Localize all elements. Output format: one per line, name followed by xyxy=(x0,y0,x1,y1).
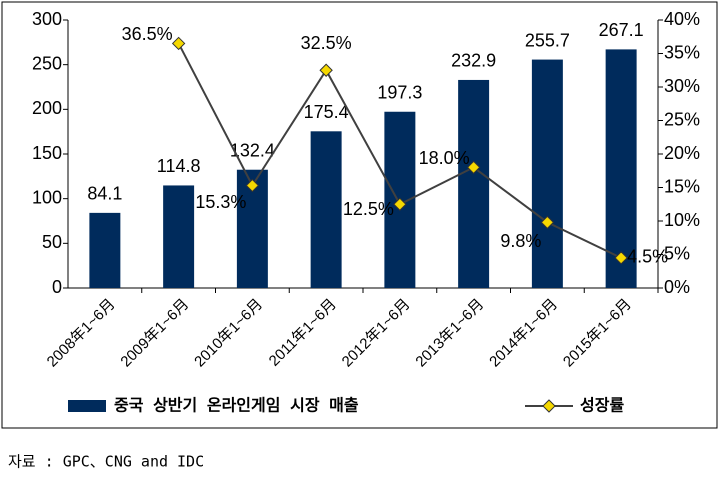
y2-tick-label: 35% xyxy=(664,42,700,62)
y-tick-label: 200 xyxy=(32,98,62,118)
bar-value-label: 132.4 xyxy=(230,140,275,160)
chart-frame xyxy=(1,1,718,429)
y2-tick-label: 25% xyxy=(664,109,700,129)
x-tick-label: 2015年1~6月 xyxy=(560,296,635,371)
bar-value-label: 197.3 xyxy=(377,82,422,102)
y-tick-label: 100 xyxy=(32,187,62,207)
line-value-label: 32.5% xyxy=(301,33,352,53)
y-tick-label: 250 xyxy=(32,53,62,73)
marker xyxy=(393,197,407,211)
bar-value-label: 84.1 xyxy=(87,184,122,204)
marker xyxy=(540,215,555,230)
bar-value-label: 267.1 xyxy=(599,20,644,40)
marker xyxy=(171,36,186,51)
bar-value-label: 114.8 xyxy=(157,156,201,176)
x-tick-label: 2008年1~6月 xyxy=(44,296,119,371)
bar xyxy=(163,185,195,288)
line-value-label: 36.5% xyxy=(122,24,173,44)
bar xyxy=(310,131,342,288)
source-note: 자료 : GPC、CNG and IDC xyxy=(8,453,204,471)
x-tick-label: 2010年1~6月 xyxy=(191,296,266,371)
y2-tick-label: 5% xyxy=(664,243,690,263)
y2-tick-label: 30% xyxy=(664,76,700,96)
legend-label: 중국 상반기 온라인게임 시장 매출 xyxy=(114,396,359,415)
y2-tick-label: 20% xyxy=(664,143,700,163)
y-tick-label: 0 xyxy=(52,277,62,297)
bar xyxy=(458,79,490,289)
x-tick-label: 2014年1~6月 xyxy=(486,296,561,371)
line-value-label: 9.8% xyxy=(500,231,541,251)
marker xyxy=(319,63,333,77)
x-tick-label: 2013年1~6月 xyxy=(412,296,487,371)
marker xyxy=(245,178,260,193)
x-tick-label: 2011年1~6月 xyxy=(266,296,340,370)
line-value-label: 18.0% xyxy=(419,148,470,168)
legend-marker xyxy=(542,399,556,413)
y2-tick-label: 0% xyxy=(664,277,690,297)
x-tick-label: 2009年1~6月 xyxy=(117,296,192,371)
legend-swatch xyxy=(68,400,106,412)
y2-tick-label: 15% xyxy=(664,176,700,196)
line-value-label: 12.5% xyxy=(343,199,394,219)
y-tick-label: 150 xyxy=(32,143,62,163)
bar xyxy=(89,212,121,288)
y2-tick-label: 10% xyxy=(664,210,700,230)
marker xyxy=(466,160,481,175)
bar-value-label: 255.7 xyxy=(525,30,570,50)
bar-value-label: 232.9 xyxy=(451,51,496,71)
y-tick-label: 50 xyxy=(42,232,62,252)
bar xyxy=(605,49,637,288)
bar xyxy=(531,59,563,289)
y2-tick-label: 40% xyxy=(664,9,700,29)
bar-value-label: 175.4 xyxy=(304,102,349,122)
legend-label: 성장률 xyxy=(580,396,624,415)
x-tick-label: 2012年1~6月 xyxy=(339,296,414,371)
marker xyxy=(614,251,628,265)
line-value-label: 15.3% xyxy=(195,192,246,212)
y-tick-label: 300 xyxy=(32,9,62,29)
line-value-label: 4.5% xyxy=(627,247,668,267)
